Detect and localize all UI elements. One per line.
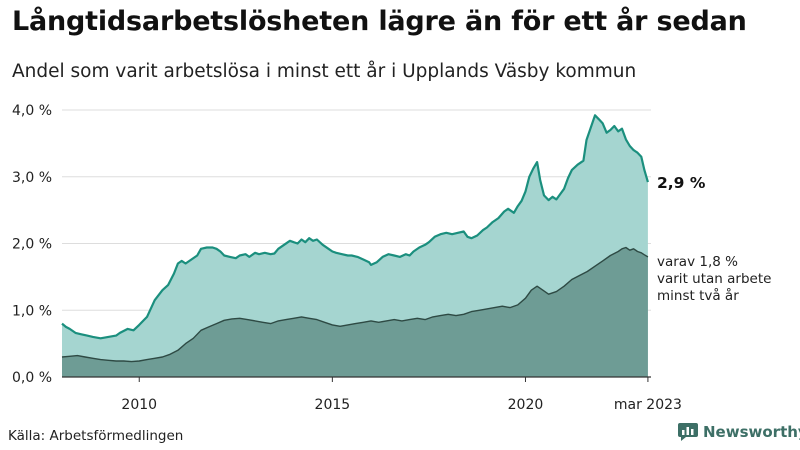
x-axis-ticks: 2010 2015 2020 mar 2023 xyxy=(121,377,682,413)
total-line xyxy=(61,114,649,340)
y-tick-label: 4,0 % xyxy=(12,103,52,119)
y-tick-label: 1,0 % xyxy=(12,303,52,319)
source-note: Källa: Arbetsförmedlingen xyxy=(8,428,184,444)
x-tick-label: mar 2023 xyxy=(614,397,682,413)
long-term-label-line-2: varit utan arbete xyxy=(657,271,771,287)
brand-name: Newsworthy xyxy=(703,423,800,441)
bar-chart-icon xyxy=(678,423,698,441)
x-tick-label: 2015 xyxy=(315,397,351,413)
x-tick-label: 2010 xyxy=(121,397,157,413)
chart-title: Långtidsarbetslösheten lägre än för ett … xyxy=(12,6,747,37)
y-tick-label: 2,0 % xyxy=(12,237,52,253)
y-tick-label: 0,0 % xyxy=(12,370,52,386)
y-axis-ticks: 0,0 % 1,0 % 2,0 % 3,0 % 4,0 % xyxy=(12,103,52,386)
brand-logo: Newsworthy xyxy=(678,423,800,441)
chart-subtitle: Andel som varit arbetslösa i minst ett å… xyxy=(12,61,637,82)
long-term-line xyxy=(61,246,649,363)
long-term-label-line-3: minst två år xyxy=(657,287,739,304)
long-term-area xyxy=(62,247,648,377)
x-tick-label: 2020 xyxy=(508,397,544,413)
long-term-end-label: varav 1,8 % varit utan arbete minst två … xyxy=(657,254,771,304)
total-end-label: 2,9 % xyxy=(657,174,706,192)
long-term-label-line-1: varav 1,8 % xyxy=(657,254,738,270)
y-tick-label: 3,0 % xyxy=(12,170,52,186)
